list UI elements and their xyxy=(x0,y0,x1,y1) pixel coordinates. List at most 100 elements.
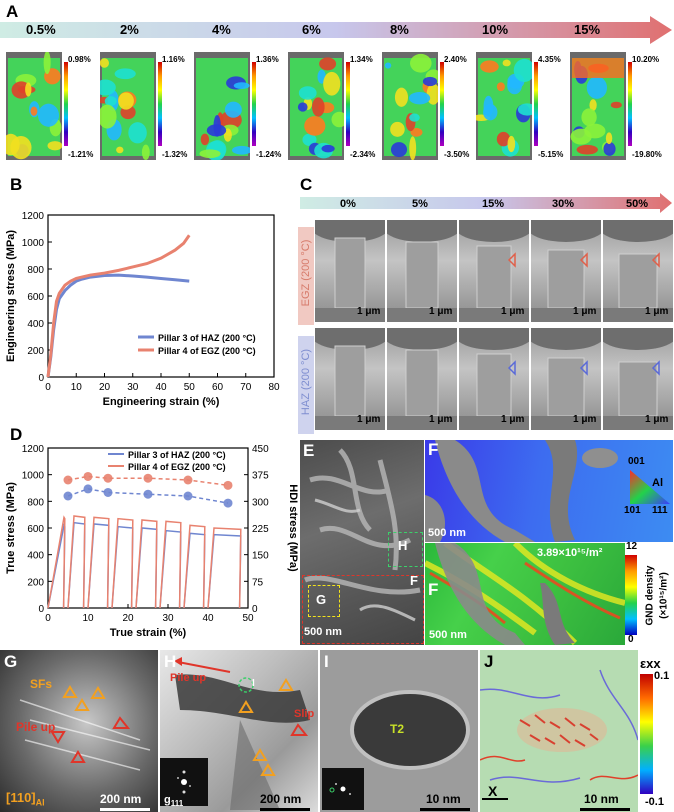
strain-blob-1-10 xyxy=(118,92,134,110)
ipf-111-label: 111 xyxy=(652,505,668,516)
substrate-1-0 xyxy=(315,416,385,430)
substrate-1-1 xyxy=(387,416,457,430)
sem-pillar-0-3 xyxy=(531,220,601,322)
c-scalebar-1-2: 1 μm xyxy=(501,414,525,425)
b-ytick-label-5: 1000 xyxy=(22,238,45,249)
strain-blob-6-2 xyxy=(586,76,608,99)
j-scalebar-text: 10 nm xyxy=(584,792,619,806)
j-scalebar xyxy=(580,808,630,811)
b-xtick-label-4: 40 xyxy=(155,382,167,393)
strain-blob-3-7 xyxy=(319,57,337,71)
c-scalebar-1-3: 1 μm xyxy=(573,414,597,425)
sem-frame-0-4 xyxy=(603,220,673,322)
b-xtick-label-0: 0 xyxy=(45,382,51,393)
d-ytick-label-2: 400 xyxy=(27,551,44,562)
panel-h-features xyxy=(174,657,310,810)
strain-blob-1-8 xyxy=(128,122,147,144)
strain-blob-5-12 xyxy=(496,82,505,92)
d-hdi-point-3-3 xyxy=(143,473,153,483)
colorbar-max-5: 4.35% xyxy=(538,55,561,64)
slip-marker-1-3 xyxy=(579,360,588,376)
b-ytick-label-2: 400 xyxy=(27,319,44,330)
strain-map-6 xyxy=(570,52,626,160)
strain-blob-5-4 xyxy=(496,131,511,147)
panel-e-scalebar-text: 500 nm xyxy=(304,626,342,638)
ipf-triangle-key xyxy=(630,470,670,504)
zone-axis: [110] xyxy=(6,790,36,805)
strain-blob-1-11 xyxy=(94,79,116,96)
panel-c-strain-1: 5% xyxy=(412,198,428,210)
b-xtick-label-8: 80 xyxy=(268,382,280,393)
d-ytick-label-3: 600 xyxy=(27,524,44,535)
h-pileup-label: Pile up xyxy=(170,672,207,684)
strain-blob-2-6 xyxy=(232,145,252,155)
d-xlabel: True strain (%) xyxy=(110,627,187,639)
b-ytick-label-0: 0 xyxy=(38,373,44,384)
x-axis-label: X xyxy=(488,783,498,799)
strain-blob-3-13 xyxy=(298,86,317,100)
gnd-colorbar xyxy=(625,555,637,635)
fft-spots xyxy=(329,783,351,795)
strain-map-field-3 xyxy=(290,57,348,159)
panel-f-scalebar-text: 500 nm xyxy=(428,527,466,539)
strain-blob-4-6 xyxy=(394,87,409,107)
pillar-body-1-0 xyxy=(334,345,366,417)
strain-blob-4-0 xyxy=(384,62,392,69)
box-g xyxy=(308,585,340,617)
indenter-0-1 xyxy=(387,220,457,242)
sem-pillar-1-2 xyxy=(459,328,529,430)
d-ytick-label-4: 800 xyxy=(27,497,44,508)
strain-blob-0-11 xyxy=(37,103,60,127)
d-xtick-label-3: 30 xyxy=(162,613,174,624)
d-hdi-point-3-1 xyxy=(83,471,93,481)
ring-label: I xyxy=(252,678,255,689)
strain-blob-4-13 xyxy=(390,142,408,158)
panel-a-strain-3: 6% xyxy=(302,22,321,37)
h-scalebar-text: 200 nm xyxy=(260,792,302,806)
b-xlabel: Engineering strain (%) xyxy=(103,396,220,408)
strain-blob-6-4 xyxy=(603,142,616,156)
sem-pillar-1-4 xyxy=(603,328,673,430)
panel-c-strain-0: 0% xyxy=(340,198,356,210)
sfs-label: SFs xyxy=(30,677,53,691)
panel-f-gnd-map: 3.89×10¹⁵/m² 500 nm xyxy=(425,543,625,645)
box-h xyxy=(388,532,423,567)
box-h-label: H xyxy=(398,538,408,553)
b-xtick-label-5: 50 xyxy=(184,382,196,393)
strain-map-field-1 xyxy=(94,58,154,160)
strain-blob-3-4 xyxy=(331,111,348,128)
strain-blob-4-2 xyxy=(410,127,423,137)
d-xtick-label-4: 40 xyxy=(202,613,214,624)
pillar-body-0-1 xyxy=(405,241,439,309)
panel-c-label: C xyxy=(300,175,313,194)
g-pileup-label: Pile up xyxy=(16,720,56,734)
colorbar-0 xyxy=(64,62,68,146)
strain-blob-0-12 xyxy=(10,135,32,160)
sem-pillar-1-1 xyxy=(387,328,457,430)
substrate-0-4 xyxy=(603,308,673,322)
colorbar-min-2: -1.24% xyxy=(256,150,282,159)
panel-f-ipf-grey-regions xyxy=(425,440,618,542)
colorbar-min-6: -19.80% xyxy=(632,150,662,159)
panel-i-label: I xyxy=(324,652,329,671)
strain-blob-1-12 xyxy=(98,104,117,129)
strain-blob-6-6 xyxy=(605,132,613,145)
strain-blob-3-0 xyxy=(302,133,317,146)
b-legend-label-1: Pillar 4 of EGZ (200 °C) xyxy=(158,346,256,356)
engineering-stress-strain-chart: 0 200 400 600 800 1000 1200 0 10 20 30 40 50 60 70 80 En… xyxy=(5,211,280,408)
b-xtick-label-1: 10 xyxy=(71,382,83,393)
strain-blob-4-9 xyxy=(422,76,438,87)
b-ytick-label-6: 1200 xyxy=(22,211,45,222)
d-xtick-label-5: 50 xyxy=(242,613,254,624)
panel-f-gnd-label: F xyxy=(428,580,439,599)
panel-c-strain-2: 15% xyxy=(482,198,505,210)
d-xtick-label-1: 10 xyxy=(82,613,94,624)
strain-blob-0-8 xyxy=(47,141,63,151)
d-ytick-right-label-2: 150 xyxy=(252,551,269,562)
sem-pillar-0-4 xyxy=(603,220,673,322)
strain-blob-4-4 xyxy=(390,121,405,137)
d-ytick-right-label-5: 375 xyxy=(252,471,269,482)
strain-blob-5-13 xyxy=(483,104,498,121)
sem-frame-1-3 xyxy=(531,328,601,430)
zone-axis-sub: Al xyxy=(35,797,45,808)
